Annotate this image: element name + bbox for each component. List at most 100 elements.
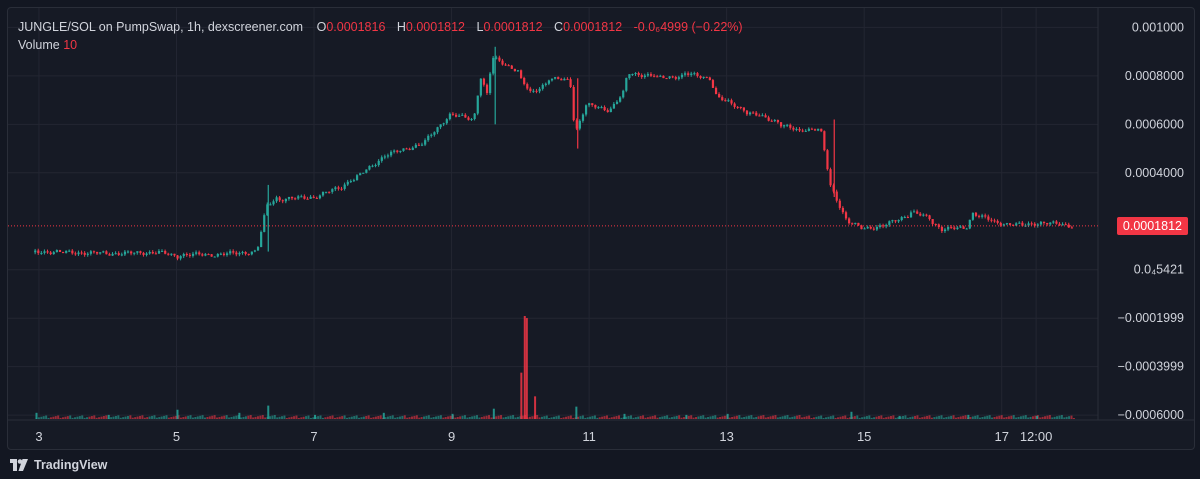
candle-body [34,250,37,253]
candle-body [820,128,823,132]
candle-body [495,57,498,59]
candle-body [420,144,424,146]
candle-body [1015,223,1018,226]
candle-body [343,184,346,189]
candle-body [656,76,659,78]
candle-body [61,252,65,254]
candle-body [318,195,322,199]
volume-bar [637,416,640,419]
price-axis[interactable]: 0.001000 0.0008000 0.0006000 0.0004000 0.0₄5… [1118,20,1184,422]
candle-body [897,220,900,222]
volume-bar [492,408,495,419]
volume-bar [475,415,478,419]
volume-bar [651,415,654,419]
candle-body [142,252,145,255]
candlestick-chart[interactable]: 0.001000 0.0008000 0.0006000 0.0004000 0.0₄5… [8,8,1194,449]
candle-body [649,74,653,76]
volume-bar [632,417,635,419]
volume-bar [543,416,546,419]
candle-body [427,135,430,141]
candle-body [71,250,74,254]
candle-body [442,123,445,125]
candle-body [99,252,102,254]
volume-bar [981,417,984,419]
candle-body [161,250,164,252]
candle-body [362,172,365,174]
candle-body [433,132,436,135]
candle-body [272,201,275,205]
candle-body [646,74,650,76]
chart-frame[interactable]: 0.001000 0.0008000 0.0006000 0.0004000 0.0₄5… [7,7,1195,450]
volume-bar [213,415,216,419]
candle-body [680,74,684,78]
volume-bar [148,416,151,419]
volume-bar [627,416,630,419]
candle-body [229,251,232,254]
volume-bar [59,417,62,419]
candle-body [804,130,807,132]
volume-bar [745,416,748,419]
volume-bar [252,417,255,419]
candle-body [114,253,117,255]
volume-bar [93,415,96,419]
volume-bar [449,415,452,419]
volume-bar [37,417,40,419]
volume-bar [382,412,385,419]
volume-bar [663,415,666,419]
volume-bar [312,417,315,419]
volume-label[interactable]: Volume [18,38,60,52]
volume-bar [634,417,637,419]
price-tick-label: 0.0004000 [1125,166,1184,180]
volume-bar [692,417,695,419]
volume-bar [613,416,616,419]
volume-bar [601,416,604,419]
symbol-title[interactable]: JUNGLE/SOL on PumpSwap, 1h, dexscreener.… [18,20,304,34]
volume-bar [880,415,883,419]
time-axis[interactable]: 3 5 7 9 11 13 15 17 12:00 [35,429,1052,444]
candle-body [130,251,133,254]
tradingview-brand[interactable]: TradingView [10,458,107,472]
volume-bar [788,417,791,419]
volume-bar [136,416,139,419]
volume-bar [579,416,582,419]
candle-body [718,93,721,98]
candle-body [1030,223,1033,225]
volume-bar [1003,417,1006,419]
ohlc-row: JUNGLE/SOL on PumpSwap, 1h, dexscreener.… [18,18,751,36]
candle-body [451,113,455,115]
candle-body [829,169,832,186]
candle-body [281,200,284,202]
candle-body [77,252,80,255]
volume-bar [750,415,753,419]
volume-bar [916,415,919,419]
high-label: H [396,20,406,34]
volume-bar [504,416,507,419]
volume-bar [199,415,202,419]
candle-body [396,150,399,152]
volume-bar [560,417,563,419]
volume-bar [762,415,765,419]
candle-body [550,78,554,81]
candle-body [250,251,253,255]
volume-bar [690,415,693,419]
volume-bar [853,416,856,419]
volume-bar [394,417,397,419]
volume-bar [302,416,305,419]
volume-bar [264,417,267,419]
volume-bar [100,416,103,419]
volume-bar [565,416,568,419]
volume-bar [877,416,880,419]
candle-body [588,103,591,106]
volume-bar [95,417,98,419]
candle-body [312,196,315,198]
candle-body [328,191,331,193]
volume-bar [846,417,849,419]
candle-body [65,250,68,253]
candle-body [1049,222,1052,225]
candle-body [866,226,869,229]
volume-bar [288,417,291,419]
volume-bar [216,417,219,419]
candle-body [637,73,640,76]
candle-body [1033,223,1036,226]
volume-bar [442,417,445,419]
